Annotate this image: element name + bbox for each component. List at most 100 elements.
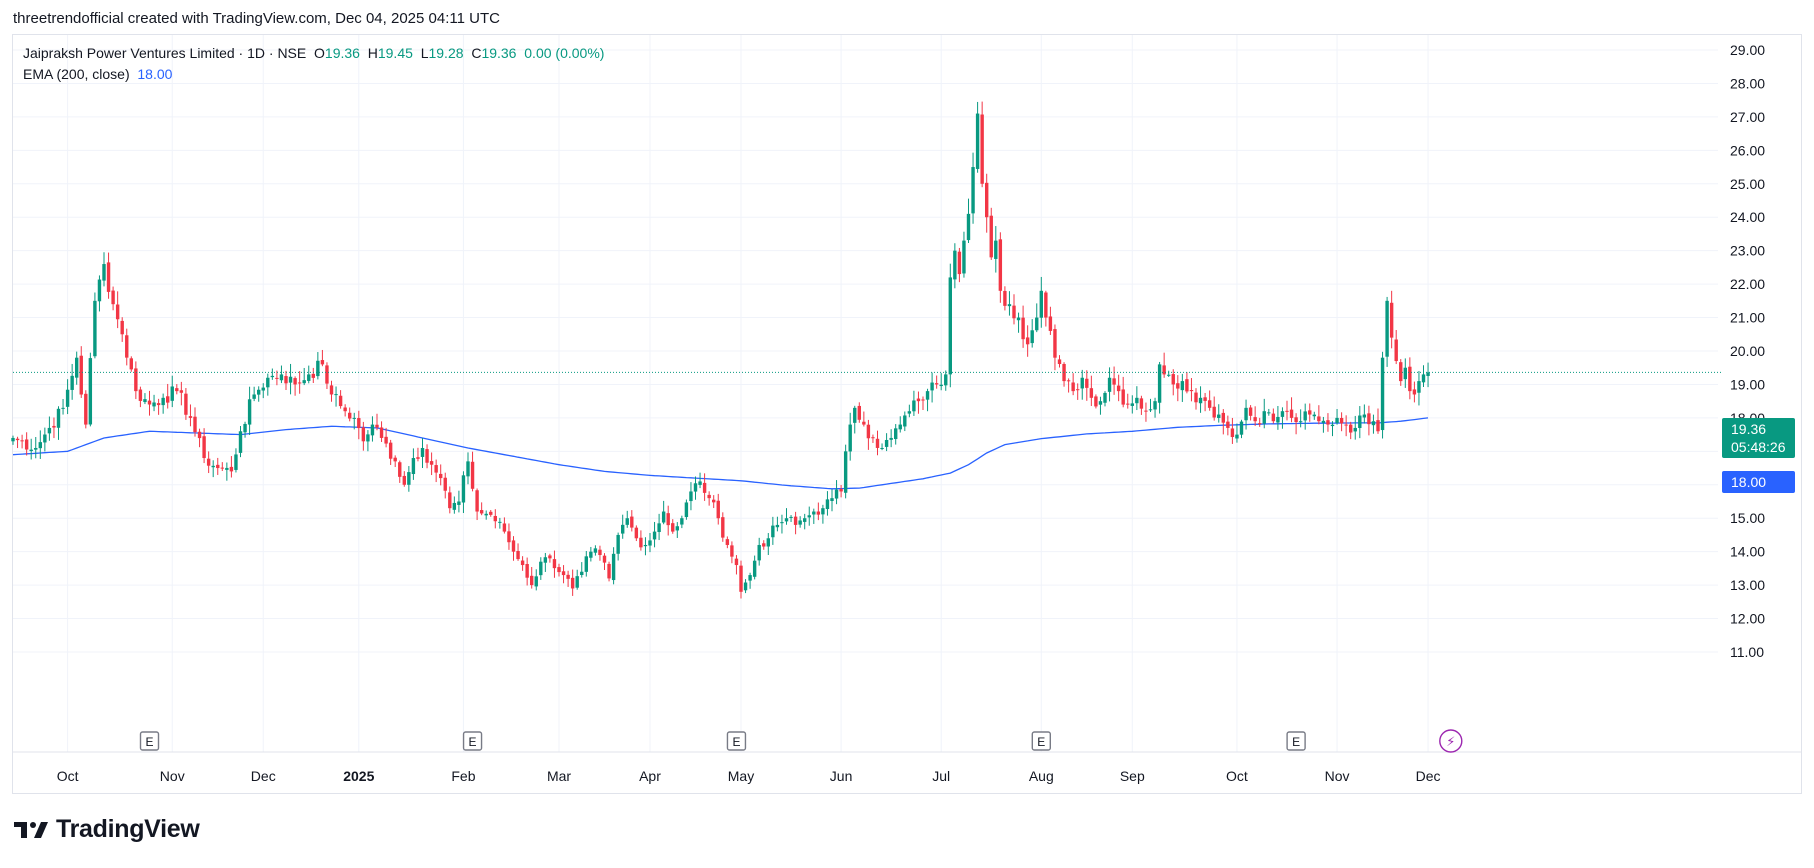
- candle-body: [548, 555, 552, 559]
- ema-label[interactable]: EMA (200, close): [23, 66, 130, 82]
- candle-body: [93, 300, 97, 357]
- candle-body: [1335, 417, 1339, 423]
- candle-body: [921, 399, 925, 401]
- candle-body: [966, 213, 971, 241]
- candle-body: [84, 393, 88, 425]
- candle-body: [1144, 410, 1148, 412]
- candle-body: [1198, 397, 1203, 404]
- tradingview-logo[interactable]: TradingView: [14, 815, 200, 844]
- last-price-badge: 19.36 05:48:26: [1722, 418, 1795, 458]
- candle-body: [1394, 339, 1398, 362]
- price-axis-label: 13.00: [1730, 577, 1765, 593]
- time-axis-label: Nov: [160, 768, 185, 784]
- candle-body: [420, 447, 425, 457]
- candle-body: [120, 320, 124, 335]
- candle-body: [584, 556, 588, 572]
- candle-body: [302, 380, 306, 384]
- candle-body: [875, 438, 880, 448]
- candle-body: [52, 425, 56, 428]
- time-axis-label: Sep: [1120, 768, 1145, 784]
- candle-body: [930, 382, 934, 391]
- candle-body: [557, 567, 561, 573]
- candle-body: [352, 417, 356, 419]
- candle-body: [1312, 414, 1316, 417]
- candle-body: [1176, 383, 1180, 389]
- candle-body: [1107, 377, 1112, 392]
- candle-body: [1285, 410, 1289, 412]
- candle-body: [1076, 389, 1080, 391]
- candle-body: [1189, 390, 1194, 392]
- ema-price-badge: 18.00: [1722, 471, 1795, 493]
- candle-body: [1308, 410, 1312, 415]
- candle-body: [11, 437, 15, 442]
- candle-body: [225, 467, 229, 470]
- candle-body: [1039, 290, 1043, 318]
- earnings-marker-label: E: [1037, 735, 1045, 749]
- logo-wordmark: TradingView: [56, 815, 200, 843]
- candle-body: [1103, 392, 1107, 403]
- candle-body: [498, 521, 502, 523]
- candle-body: [839, 489, 843, 492]
- chart-panel[interactable]: [12, 34, 1802, 794]
- candle-body: [1053, 329, 1057, 358]
- candle-body: [1417, 381, 1421, 393]
- candle-body: [111, 290, 115, 305]
- candle-body: [684, 502, 689, 518]
- candle-body: [707, 494, 711, 499]
- candle-body: [807, 515, 811, 518]
- candle-body: [748, 575, 752, 581]
- open-value: 19.36: [324, 45, 360, 61]
- candle-body: [884, 439, 889, 447]
- candle-body: [434, 465, 438, 473]
- candle-body: [79, 355, 83, 395]
- candle-body: [630, 516, 634, 528]
- candle-body: [1194, 392, 1198, 403]
- candle-body: [1003, 290, 1007, 306]
- candle-body: [43, 434, 47, 443]
- candle-body: [211, 465, 215, 468]
- candle-body: [379, 427, 384, 438]
- candle-body: [307, 374, 311, 381]
- candle-body: [1403, 367, 1407, 380]
- candle-body: [1130, 403, 1134, 406]
- candle-body: [20, 440, 24, 442]
- candle-body: [407, 472, 411, 485]
- candle-body: [743, 582, 748, 591]
- candle-body: [752, 560, 757, 577]
- candle-body: [143, 399, 147, 403]
- candle-body: [489, 511, 493, 515]
- candle-body: [1353, 427, 1357, 432]
- low-value: 19.28: [428, 45, 464, 61]
- candle-body: [1085, 378, 1089, 388]
- candle-body: [15, 438, 20, 441]
- candle-body: [1180, 381, 1185, 391]
- candle-body: [721, 517, 725, 538]
- candle-body: [957, 251, 962, 275]
- price-axis-label: 28.00: [1730, 75, 1765, 91]
- price-axis-label: 23.00: [1730, 243, 1765, 259]
- candle-body: [643, 544, 648, 547]
- candle-body: [134, 368, 138, 392]
- candle-body: [24, 439, 29, 450]
- candle-body: [470, 461, 475, 489]
- ema-200-line: [12, 417, 1429, 490]
- candle-body: [338, 395, 343, 407]
- candle-body: [461, 475, 466, 503]
- candle-body: [1153, 401, 1157, 410]
- candle-body: [652, 531, 657, 540]
- candle-body: [693, 483, 698, 492]
- candle-body: [402, 475, 406, 485]
- candle-body: [1071, 382, 1075, 392]
- candle-body: [206, 458, 211, 466]
- candle-body: [616, 534, 620, 554]
- candle-body: [1021, 317, 1025, 340]
- symbol-title[interactable]: Jaipraksh Power Ventures Limited · 1D · …: [23, 45, 307, 61]
- time-axis-label: Mar: [547, 768, 571, 784]
- symbol-legend: Jaipraksh Power Ventures Limited · 1D · …: [23, 45, 604, 61]
- time-axis-label: Feb: [451, 768, 475, 784]
- high-value: 19.45: [377, 45, 413, 61]
- candle-body: [889, 437, 893, 440]
- candle-body: [1421, 374, 1426, 383]
- candle-body: [1135, 397, 1139, 404]
